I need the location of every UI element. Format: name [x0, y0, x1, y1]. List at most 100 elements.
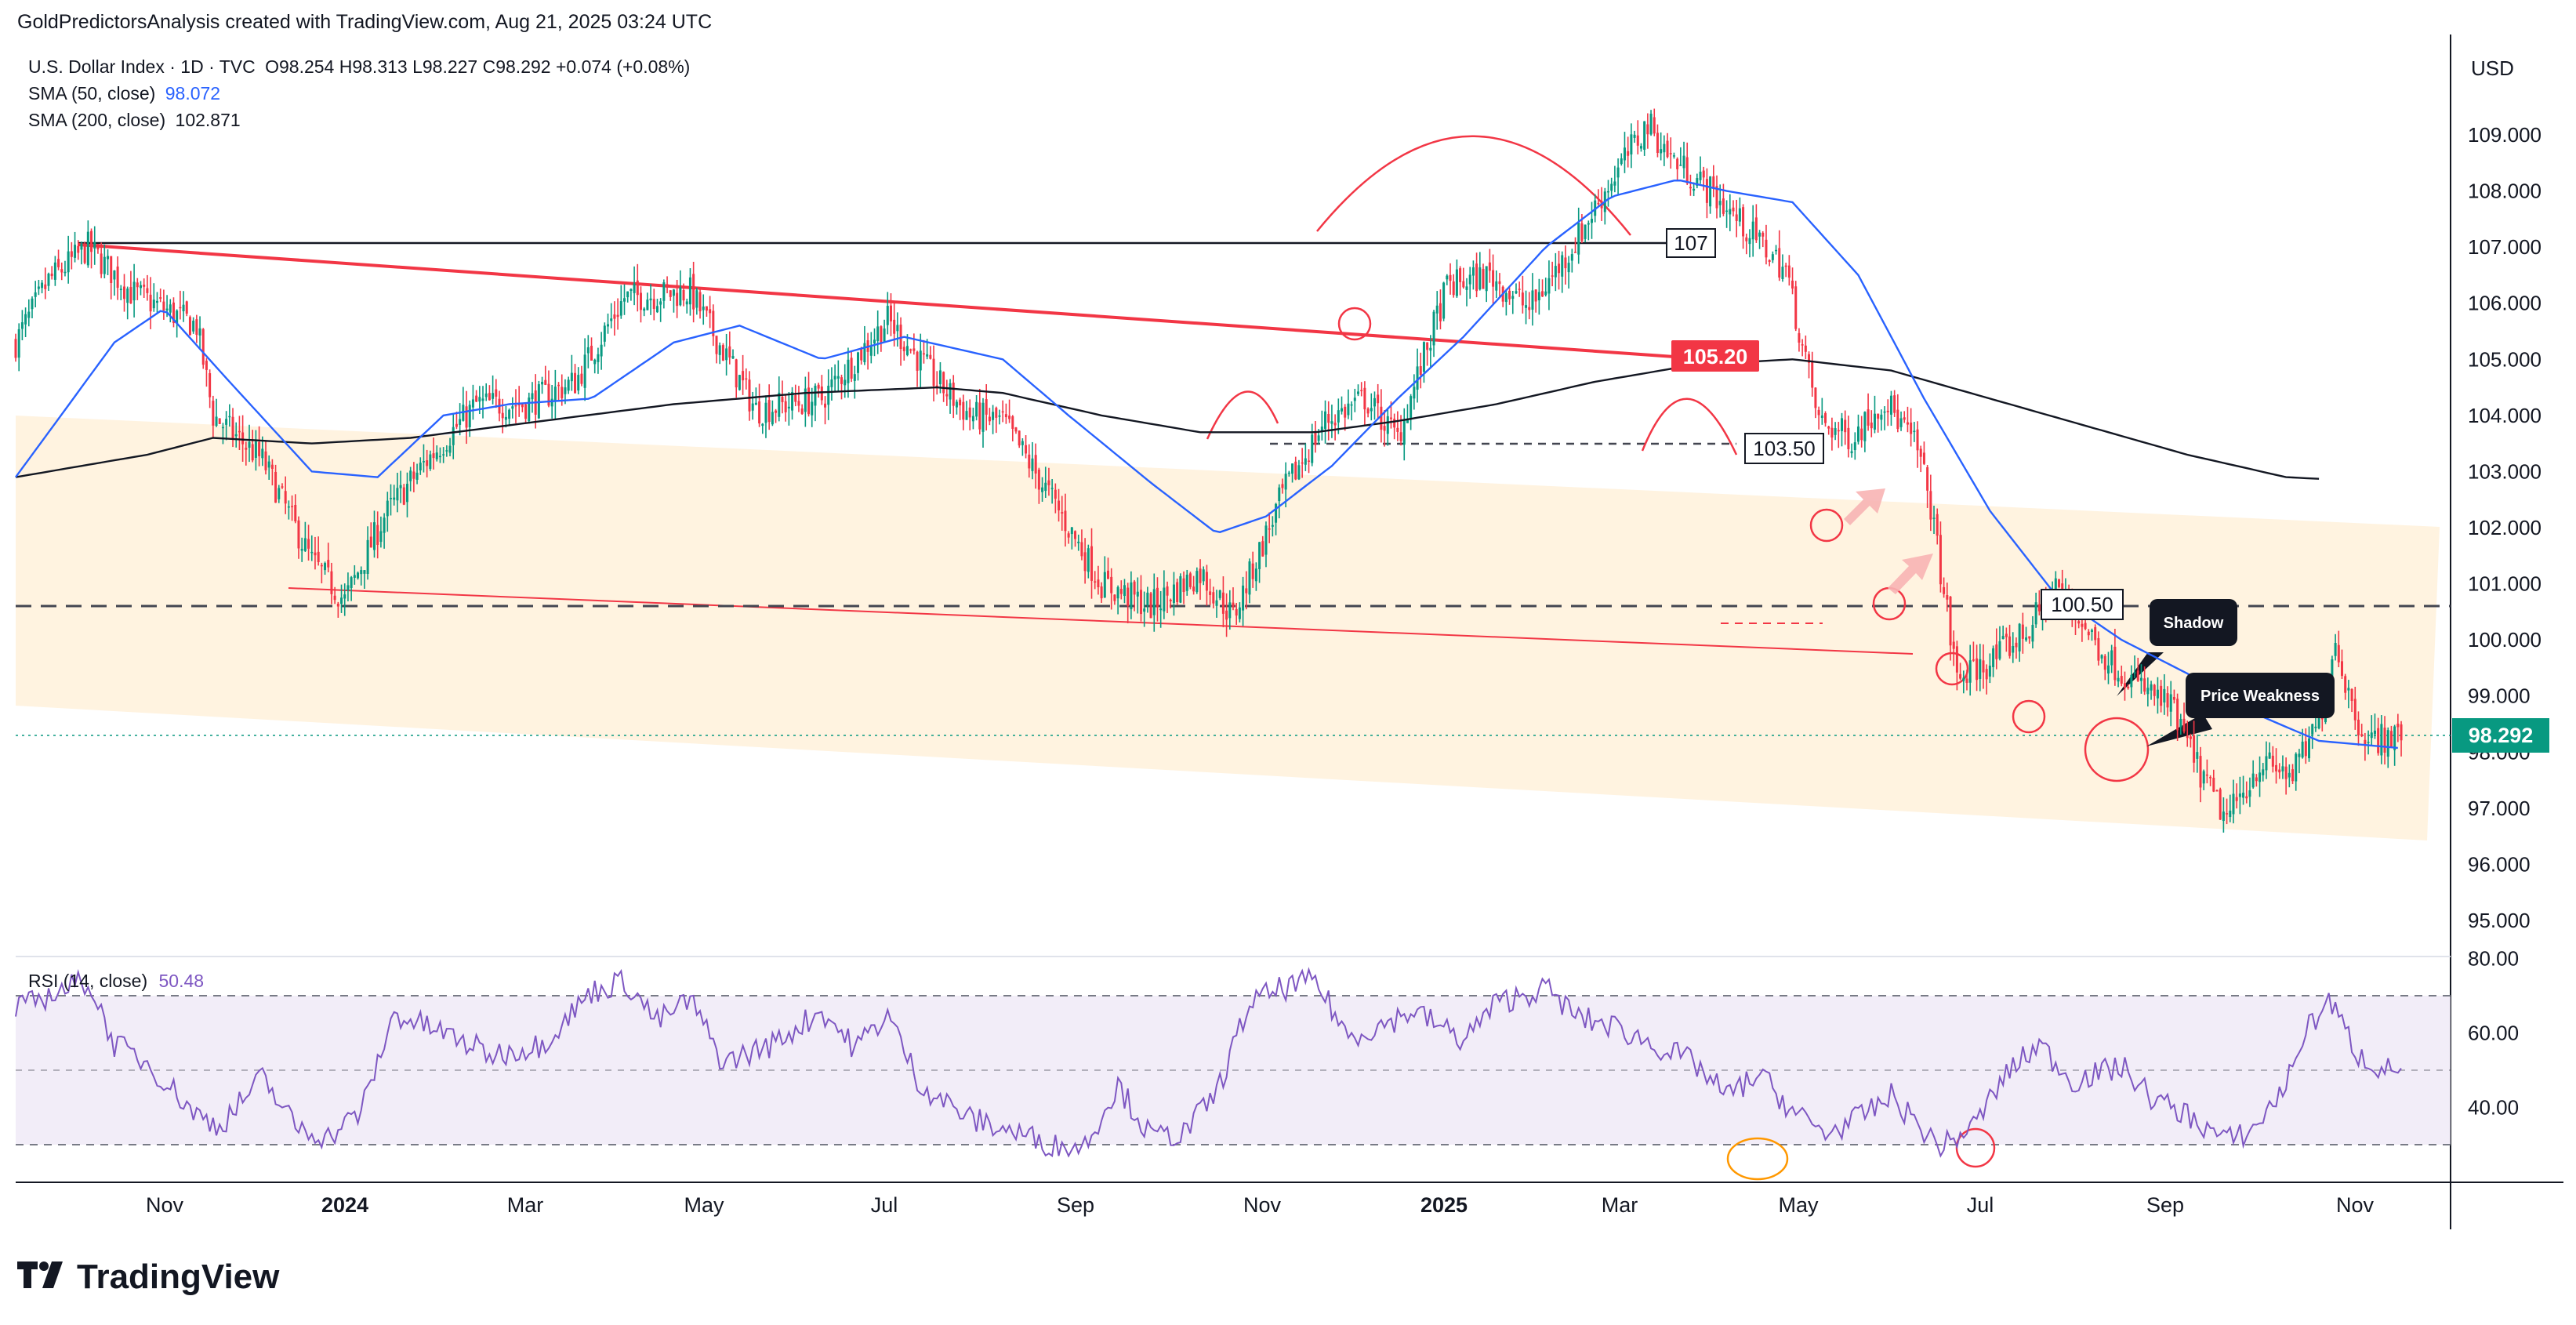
candle-body [333, 595, 336, 601]
candle-body [735, 359, 738, 388]
candle-body [1327, 413, 1330, 423]
sma50-row[interactable]: SMA (50, close) 98.072 [28, 80, 690, 107]
tradingview-logo[interactable]: TradingView [17, 1258, 279, 1297]
candle-body [2133, 672, 2136, 673]
candle-body [146, 288, 149, 293]
candle-body [1179, 575, 1182, 603]
candle-body [2212, 778, 2215, 792]
candle-body [938, 370, 942, 385]
candle-body [426, 460, 429, 466]
candle-body [1699, 171, 1702, 180]
declining-channel-zone [16, 416, 2440, 840]
candle-body [422, 461, 425, 463]
candle-body [2370, 732, 2373, 739]
candle-body [1758, 232, 1761, 237]
candle-body [2364, 739, 2367, 746]
candle-body [320, 564, 323, 567]
candle-body [709, 309, 712, 314]
candle-body [327, 560, 330, 568]
candle-body [629, 289, 633, 291]
candle-body [1337, 410, 1340, 423]
candle-body [1814, 387, 1817, 408]
candle-body [307, 539, 310, 549]
candle-body [662, 282, 666, 301]
candle-body [728, 346, 731, 358]
candle-body [1107, 570, 1110, 579]
candle-body [965, 411, 968, 420]
candle-body [314, 552, 317, 556]
candle-body [1446, 275, 1449, 280]
rsi-layer [15, 967, 2402, 1158]
candle-body [528, 398, 531, 422]
candle-body [698, 292, 702, 312]
candle-body [2087, 631, 2090, 636]
candle-body [731, 356, 735, 359]
candle-body [1570, 254, 1573, 261]
candle-body [869, 347, 873, 356]
candle-body [811, 401, 814, 416]
candle-body [600, 344, 603, 357]
candle-body [1781, 267, 1784, 279]
candle-body [481, 398, 484, 401]
candle-body [468, 405, 471, 427]
candle-body [1347, 403, 1350, 416]
candle-body [1373, 398, 1376, 407]
candle-body [261, 448, 264, 459]
candle-body [672, 289, 675, 296]
candle-body [2110, 650, 2113, 666]
candle-body [613, 314, 616, 319]
candle-body [1965, 678, 1968, 683]
candle-body [1903, 417, 1906, 420]
candle-body [1356, 391, 1359, 394]
candle-body [1130, 582, 1133, 610]
candle-body [1297, 465, 1301, 480]
candle-body [218, 418, 221, 424]
candle-body [992, 412, 995, 420]
candle-body [1515, 291, 1518, 294]
candle-body [775, 410, 778, 413]
price-tick-label: 109.000 [2468, 123, 2542, 147]
candle-body [1926, 466, 1929, 491]
candle-body [649, 298, 652, 301]
candle-body [1413, 387, 1416, 399]
candle-body [2205, 774, 2208, 776]
candle-body [162, 301, 165, 310]
candle-body [1976, 658, 1979, 681]
small-top-arc-2 [1641, 398, 1738, 456]
candle-body [1218, 590, 1221, 598]
time-tick-label: Nov [2336, 1193, 2375, 1217]
candle-body [876, 326, 880, 341]
candle-body [2179, 719, 2182, 728]
level-label-100-50: 100.50 [2041, 589, 2124, 620]
candle-body [1742, 207, 1745, 237]
candle-body [1554, 266, 1557, 278]
rsi-legend[interactable]: RSI (14, close) 50.48 [28, 971, 204, 992]
candle-body [221, 427, 224, 429]
candle-body [1591, 219, 1594, 223]
candle-body [886, 306, 889, 325]
circle-marker-4 [1935, 652, 1969, 686]
candle-body [419, 463, 422, 471]
ohlc-values: O98.254 H98.313 L98.227 C98.292 +0.074 (… [265, 56, 691, 77]
candle-body [1001, 411, 1004, 413]
candle-body [1498, 281, 1501, 285]
sma200-row[interactable]: SMA (200, close) 102.871 [28, 107, 690, 133]
candle-body [1946, 595, 1949, 600]
candle-body [77, 245, 80, 253]
candle-body [1221, 592, 1225, 614]
candle-body [2360, 734, 2364, 736]
symbol-name[interactable]: U.S. Dollar Index · 1D · TVC [28, 56, 256, 77]
candle-body [116, 266, 119, 289]
candle-body [893, 319, 896, 334]
candle-body [1715, 186, 1718, 209]
candle-body [1350, 404, 1353, 406]
candle-body [1054, 489, 1057, 499]
candle-body [1561, 255, 1564, 277]
candle-body [1584, 224, 1587, 239]
candle-body [2265, 756, 2268, 771]
candle-body [2028, 636, 2031, 639]
candle-body [1982, 660, 1985, 673]
candle-body [1432, 311, 1435, 346]
candle-body [2340, 661, 2343, 677]
